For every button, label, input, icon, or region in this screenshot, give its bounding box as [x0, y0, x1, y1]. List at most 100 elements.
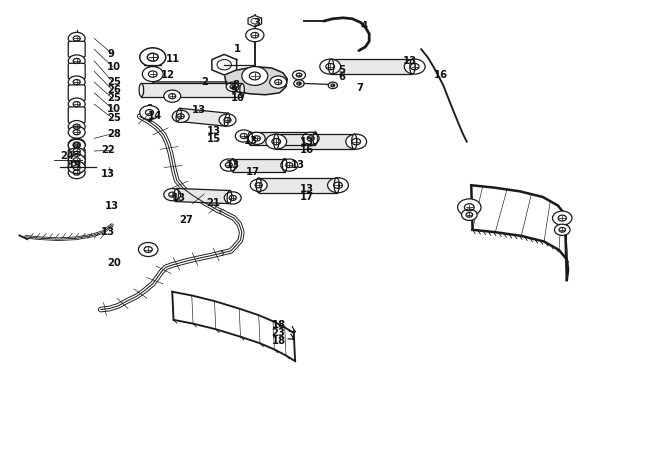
Circle shape: [164, 189, 181, 201]
Circle shape: [68, 161, 85, 174]
Circle shape: [68, 76, 85, 88]
Circle shape: [68, 166, 85, 179]
Circle shape: [68, 145, 85, 157]
Text: 13: 13: [244, 136, 258, 146]
Text: 13: 13: [105, 201, 120, 212]
Text: 28: 28: [107, 129, 121, 139]
Text: 6: 6: [338, 72, 345, 83]
Polygon shape: [331, 59, 412, 74]
FancyBboxPatch shape: [68, 107, 85, 123]
Text: 5: 5: [338, 65, 345, 76]
Text: 10: 10: [107, 104, 122, 114]
Circle shape: [458, 199, 481, 216]
Circle shape: [172, 110, 189, 122]
Text: 18: 18: [272, 336, 286, 347]
Text: 1: 1: [234, 44, 241, 54]
Circle shape: [219, 114, 236, 126]
Circle shape: [224, 192, 241, 204]
Circle shape: [281, 159, 298, 171]
Polygon shape: [177, 108, 228, 126]
Text: 13: 13: [192, 105, 206, 115]
Circle shape: [220, 159, 237, 171]
Text: 8: 8: [233, 80, 240, 91]
Polygon shape: [176, 189, 230, 204]
Text: 7: 7: [356, 83, 363, 93]
Circle shape: [68, 138, 85, 151]
Text: 3: 3: [254, 18, 261, 29]
Text: 16: 16: [434, 70, 448, 80]
Text: 25: 25: [107, 76, 121, 87]
Text: 2: 2: [202, 77, 209, 87]
Text: 9: 9: [107, 49, 114, 59]
Circle shape: [292, 70, 306, 80]
Text: 11: 11: [166, 53, 180, 64]
FancyBboxPatch shape: [68, 41, 85, 57]
Circle shape: [138, 242, 158, 257]
Circle shape: [142, 67, 163, 82]
Text: 13: 13: [403, 56, 417, 66]
Text: 13: 13: [226, 160, 240, 170]
Circle shape: [68, 126, 85, 138]
Polygon shape: [250, 132, 315, 145]
Circle shape: [68, 121, 85, 133]
Text: 26: 26: [107, 85, 121, 95]
FancyBboxPatch shape: [68, 63, 85, 79]
Text: 13: 13: [300, 183, 315, 194]
Text: 23: 23: [272, 328, 285, 338]
Circle shape: [140, 48, 166, 67]
Text: 16: 16: [300, 145, 315, 155]
Text: 20: 20: [107, 257, 121, 268]
Circle shape: [554, 224, 570, 235]
Text: 12: 12: [161, 70, 176, 80]
Circle shape: [346, 134, 367, 149]
Circle shape: [68, 98, 85, 110]
Text: 13: 13: [207, 126, 221, 136]
Circle shape: [294, 80, 304, 87]
Polygon shape: [224, 67, 287, 95]
Circle shape: [68, 32, 85, 45]
Circle shape: [266, 134, 287, 149]
Text: 25: 25: [107, 93, 121, 104]
Circle shape: [164, 90, 181, 102]
Text: 21: 21: [207, 197, 221, 208]
Text: 15: 15: [207, 134, 221, 144]
Polygon shape: [212, 54, 237, 75]
Circle shape: [246, 29, 264, 42]
FancyBboxPatch shape: [68, 154, 85, 170]
Polygon shape: [141, 83, 242, 97]
Circle shape: [248, 132, 265, 144]
Circle shape: [302, 132, 319, 144]
Circle shape: [140, 106, 159, 120]
Polygon shape: [248, 15, 261, 27]
Text: 10: 10: [231, 92, 245, 103]
Circle shape: [242, 67, 268, 85]
Text: 9: 9: [231, 85, 238, 95]
Text: 13: 13: [101, 227, 115, 237]
Text: 24: 24: [60, 151, 74, 161]
Text: 13: 13: [300, 136, 315, 147]
Circle shape: [226, 82, 239, 91]
Text: 13: 13: [101, 169, 115, 180]
Polygon shape: [259, 178, 337, 193]
Text: 18: 18: [272, 319, 286, 330]
Text: 13: 13: [291, 160, 305, 170]
Circle shape: [68, 148, 85, 160]
Text: 14: 14: [148, 111, 162, 121]
Text: 17: 17: [300, 192, 315, 202]
Circle shape: [328, 82, 337, 89]
Circle shape: [328, 178, 348, 193]
Text: 13: 13: [172, 193, 187, 203]
Text: 10: 10: [107, 61, 122, 72]
Circle shape: [250, 179, 267, 191]
Circle shape: [270, 76, 287, 88]
Circle shape: [235, 130, 252, 142]
Text: 25: 25: [107, 113, 121, 123]
Circle shape: [462, 209, 477, 220]
Text: 4: 4: [361, 21, 368, 31]
Text: 22: 22: [101, 145, 114, 155]
FancyBboxPatch shape: [68, 85, 85, 101]
Text: 27: 27: [179, 215, 192, 226]
Polygon shape: [276, 134, 354, 149]
Circle shape: [552, 211, 572, 225]
Circle shape: [68, 55, 85, 67]
